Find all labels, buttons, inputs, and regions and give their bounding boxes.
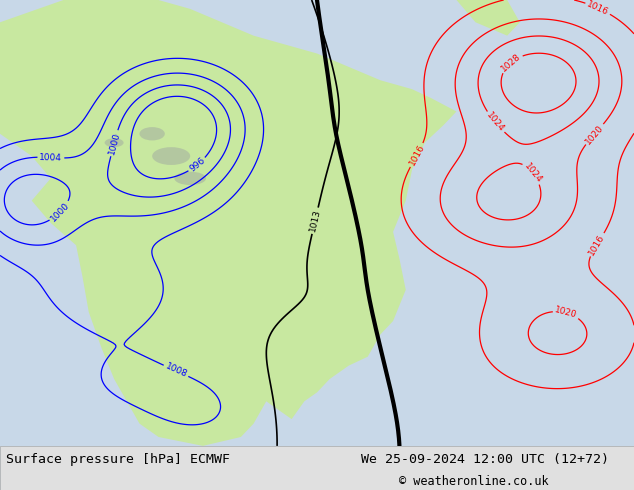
Text: 1020: 1020 <box>554 306 578 320</box>
Text: 1016: 1016 <box>587 232 607 257</box>
Ellipse shape <box>105 138 124 147</box>
Text: 1020: 1020 <box>584 122 605 146</box>
Polygon shape <box>456 0 520 36</box>
Text: 1016: 1016 <box>408 143 426 168</box>
Text: 1024: 1024 <box>484 111 506 134</box>
Text: Surface pressure [hPa] ECMWF: Surface pressure [hPa] ECMWF <box>6 453 230 466</box>
Text: 1013: 1013 <box>308 208 322 233</box>
Text: 1024: 1024 <box>522 161 543 185</box>
Ellipse shape <box>139 127 165 141</box>
Polygon shape <box>0 0 456 446</box>
Text: 996: 996 <box>188 156 207 174</box>
Text: 1028: 1028 <box>500 51 522 74</box>
Text: 1000: 1000 <box>107 131 122 155</box>
Ellipse shape <box>152 147 190 165</box>
Text: 1004: 1004 <box>39 152 63 162</box>
Text: © weatheronline.co.uk: © weatheronline.co.uk <box>399 475 549 488</box>
Ellipse shape <box>174 172 206 185</box>
Text: We 25-09-2024 12:00 UTC (12+72): We 25-09-2024 12:00 UTC (12+72) <box>361 453 609 466</box>
Text: 1008: 1008 <box>164 362 188 380</box>
Text: 1000: 1000 <box>49 200 72 223</box>
Text: 1016: 1016 <box>586 0 611 17</box>
